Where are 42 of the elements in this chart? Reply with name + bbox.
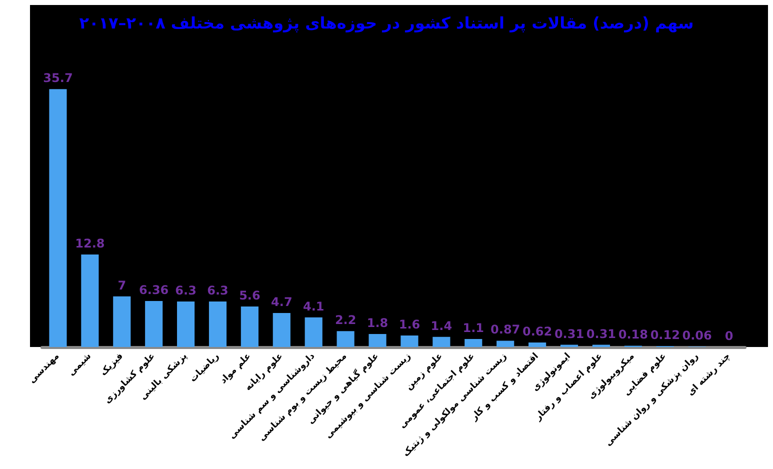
data-label: 1.1 <box>462 321 484 336</box>
bar <box>240 306 258 347</box>
bar <box>496 340 514 347</box>
bar <box>464 339 482 347</box>
data-label: 5.6 <box>239 288 260 303</box>
data-label: 6.3 <box>175 283 196 298</box>
bar <box>432 336 450 347</box>
data-label: 7 <box>118 278 126 292</box>
bar <box>528 342 546 347</box>
data-label: 2.2 <box>334 313 356 328</box>
data-label: 4.1 <box>302 299 324 314</box>
bar <box>272 313 290 347</box>
data-label: 0.31 <box>586 326 616 341</box>
x-tick-label: ریاضیات <box>188 351 222 384</box>
bar <box>49 89 67 347</box>
data-label: 6.36 <box>139 283 169 298</box>
bar <box>145 301 163 347</box>
bar <box>368 334 386 347</box>
bar <box>400 335 418 347</box>
bar <box>177 301 195 347</box>
x-tick-label: شیمی <box>66 351 94 378</box>
data-label: 1.4 <box>430 318 452 333</box>
bar <box>113 296 131 347</box>
data-label: 6.3 <box>207 283 228 298</box>
data-label: 0 <box>724 329 734 343</box>
bar <box>304 317 322 347</box>
x-tick-label: مهندسی <box>27 351 62 386</box>
chart-title: سهم (درصد) مقالات پر استناد کشور در حوزه‌های پژوهشی مختلف ۲۰۰۸–۲۰۱۷ <box>79 14 694 32</box>
data-label: 0.87 <box>490 322 520 337</box>
data-label: 0.06 <box>682 328 712 343</box>
data-label: 12.8 <box>75 236 105 251</box>
data-label: 0.18 <box>618 328 648 342</box>
bar <box>336 331 354 347</box>
data-label: 4.7 <box>271 295 292 310</box>
bar <box>81 254 99 347</box>
data-label: 1.8 <box>366 316 388 330</box>
data-label: 0.12 <box>650 328 680 342</box>
data-label: 35.7 <box>43 71 73 86</box>
data-label: 0.62 <box>522 324 552 339</box>
data-label: 1.6 <box>398 317 420 332</box>
bar <box>208 301 227 347</box>
data-label: 0.31 <box>554 326 584 341</box>
